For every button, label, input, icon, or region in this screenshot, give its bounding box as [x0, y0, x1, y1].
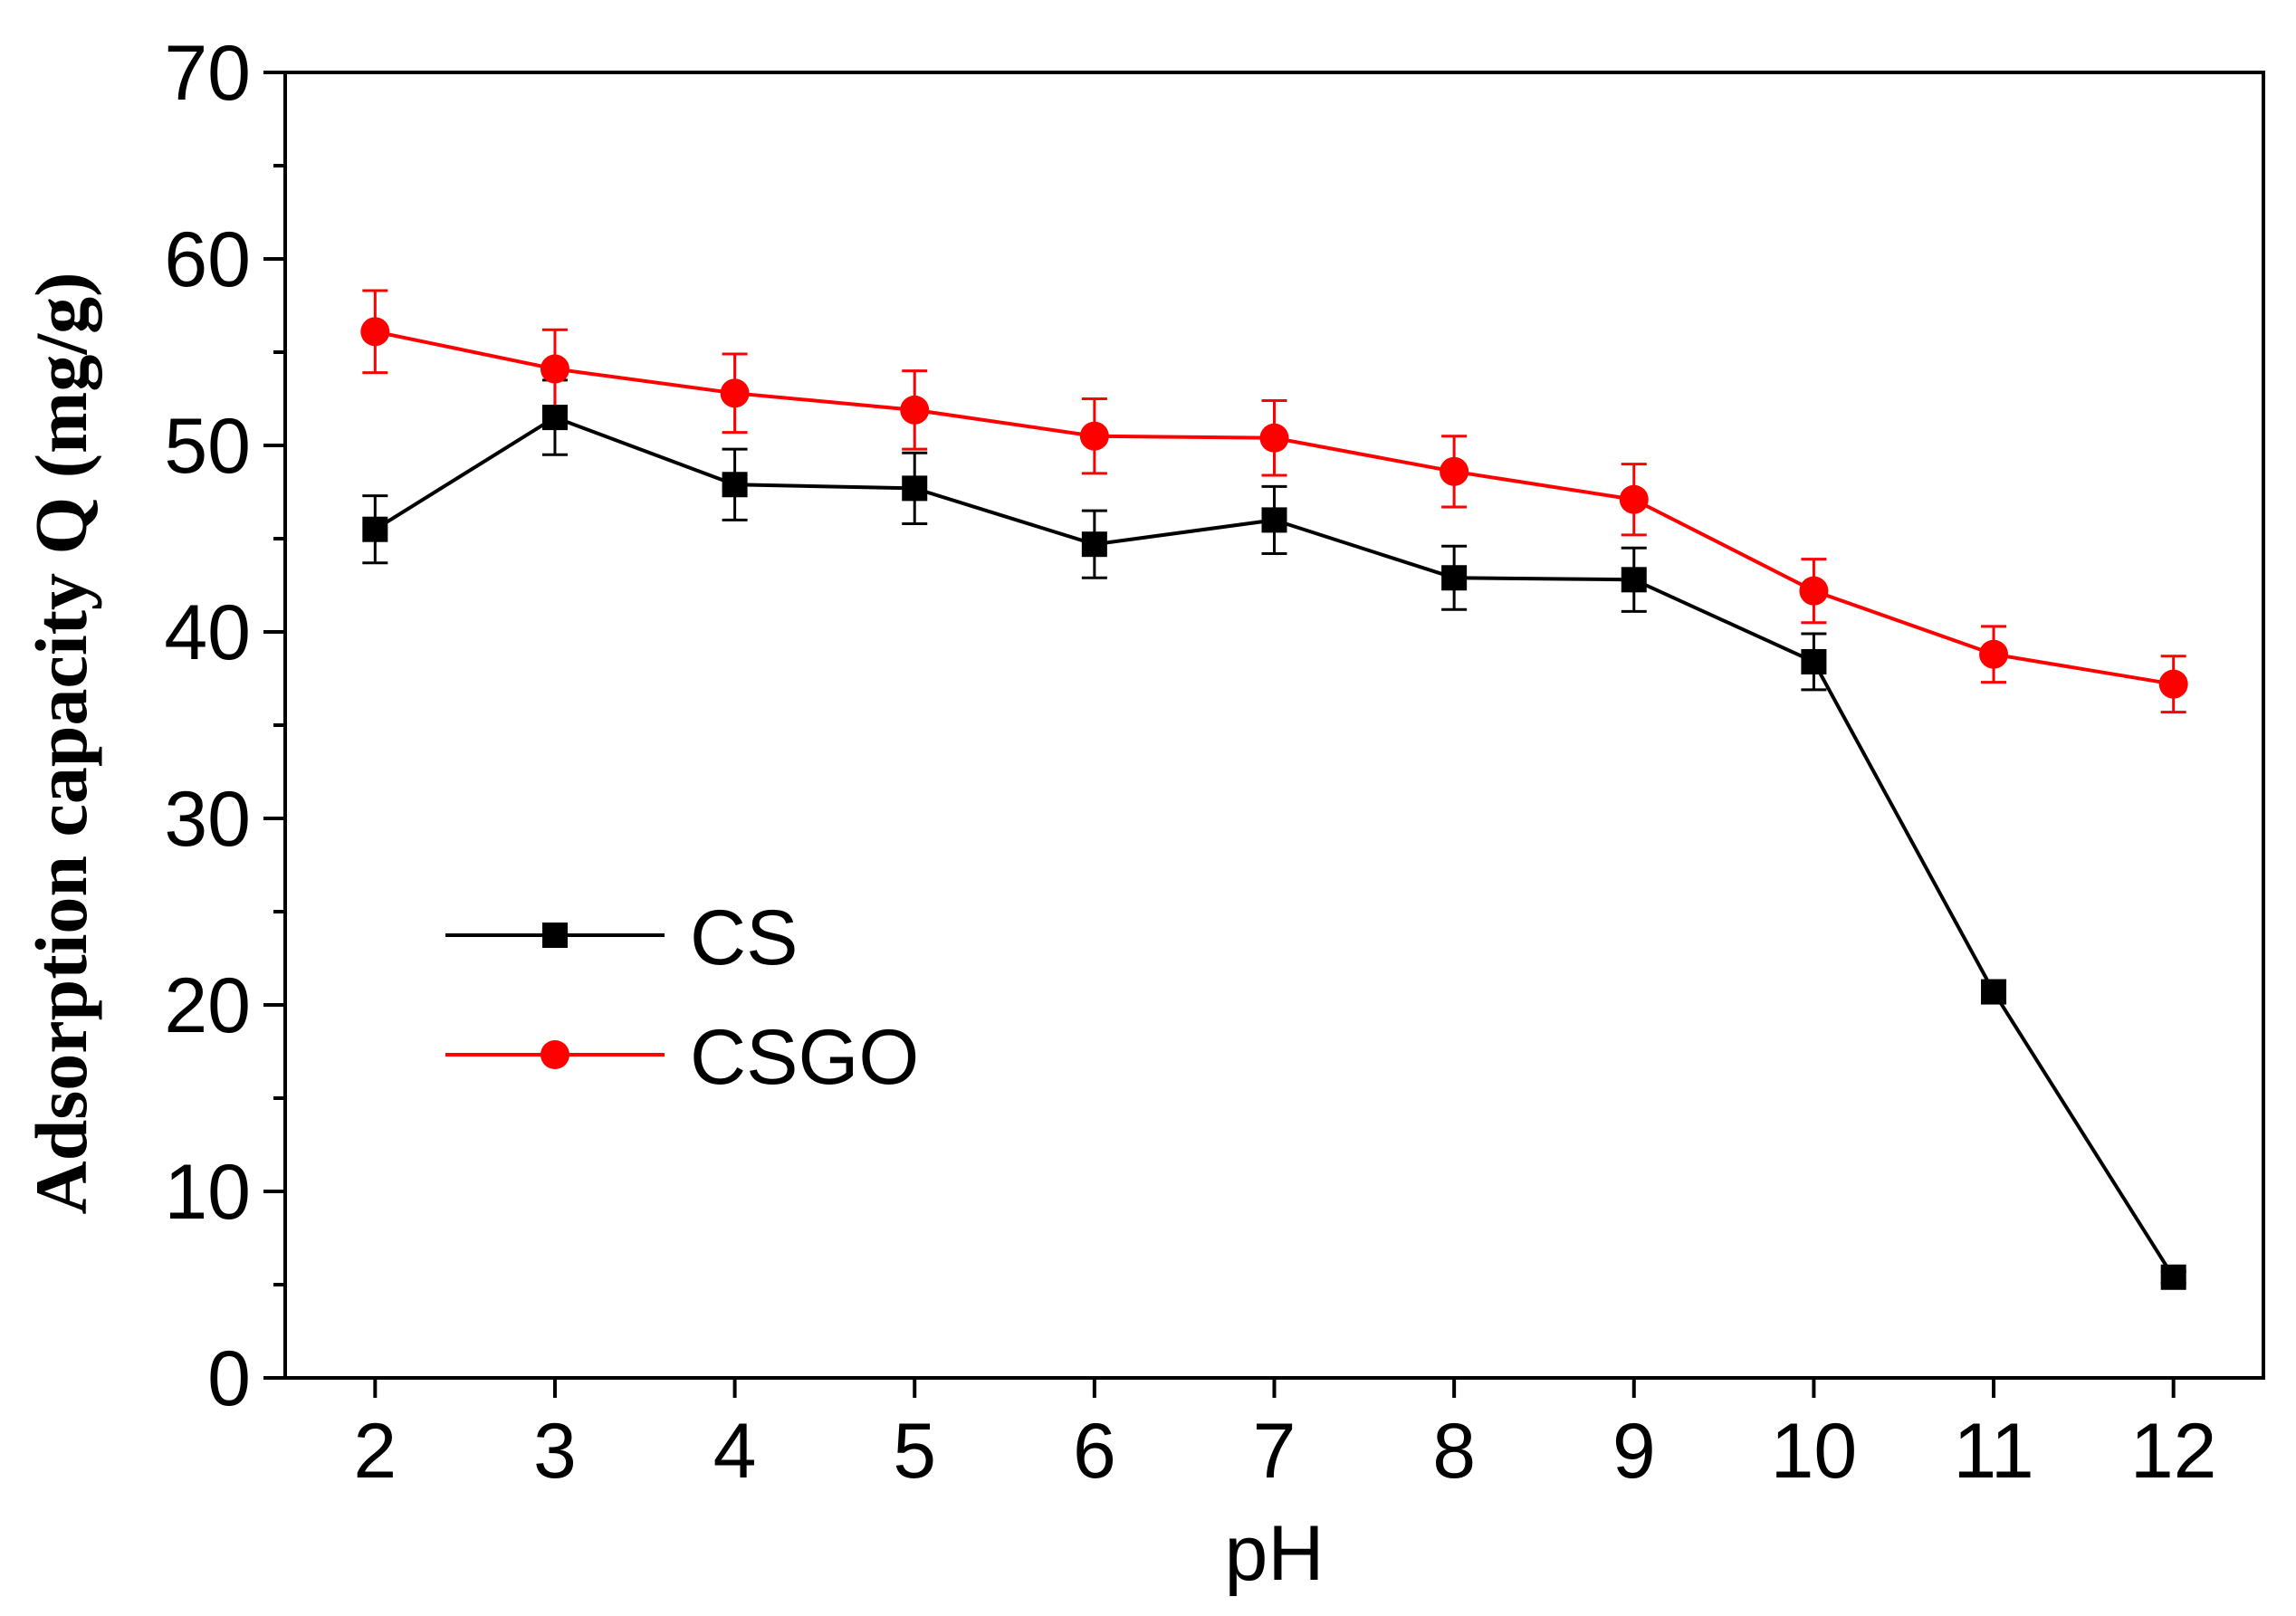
cs-data-point — [541, 405, 568, 431]
cs-data-point — [1621, 567, 1647, 593]
x-axis-title: pH — [1225, 1510, 1325, 1597]
csgo-data-point — [1619, 484, 1649, 514]
csgo-data-point — [540, 354, 569, 384]
legend-marker — [542, 923, 568, 948]
legend-label: CSGO — [690, 1014, 919, 1101]
csgo-data-point — [900, 395, 930, 425]
cs-data-point — [1441, 565, 1468, 591]
csgo-data-point — [1979, 639, 2009, 669]
csgo-data-point — [1799, 576, 1829, 606]
legend-item-csgo: CSGO — [445, 1014, 919, 1101]
y-tick-label: 10 — [164, 1149, 251, 1236]
ticks-layer — [263, 71, 2176, 1398]
cs-data-point — [722, 472, 748, 498]
legend-marker — [541, 1040, 569, 1069]
y-tick-label: 20 — [164, 962, 251, 1049]
csgo-data-point — [1079, 421, 1109, 451]
x-tick-label: 5 — [893, 1408, 936, 1495]
csgo-data-point — [1440, 456, 1469, 486]
x-tick-label: 2 — [353, 1408, 397, 1495]
csgo-data-point — [720, 378, 750, 408]
csgo-data-point — [360, 317, 390, 347]
x-tick-label: 10 — [1771, 1408, 1858, 1495]
markers-layer — [360, 317, 2188, 1290]
x-tick-label: 3 — [533, 1408, 577, 1495]
cs-data-point — [1261, 507, 1287, 533]
y-tick-label: 30 — [164, 776, 251, 863]
cs-data-point — [1981, 979, 2007, 1005]
legend-label: CS — [690, 894, 798, 981]
x-tick-label: 9 — [1612, 1408, 1656, 1495]
x-tick-label: 4 — [713, 1408, 757, 1495]
y-tick-label: 50 — [164, 403, 251, 490]
y-tick-label: 0 — [207, 1335, 251, 1422]
x-tick-label: 11 — [1953, 1408, 2033, 1495]
cs-data-point — [2160, 1264, 2186, 1290]
csgo-data-point — [2158, 669, 2188, 699]
y-axis-title: Adsorption capacity Q (mg/g) — [20, 273, 102, 1215]
cs-data-point — [362, 516, 388, 542]
x-tick-label: 7 — [1253, 1408, 1296, 1495]
cs-data-point — [1801, 648, 1827, 674]
y-tick-label: 60 — [164, 216, 251, 303]
y-tick-label: 40 — [164, 589, 251, 676]
x-tick-label: 6 — [1073, 1408, 1116, 1495]
cs-data-point — [1081, 531, 1107, 558]
legend: CS CSGO — [445, 894, 919, 1101]
csgo-data-point — [1259, 423, 1289, 453]
tick-labels-layer: 2 3 4 5 6 7 8 9 10 11 12 0 10 20 30 40 50 60 70 — [164, 30, 2216, 1495]
cs-data-point — [902, 475, 928, 502]
x-tick-label: 12 — [2130, 1408, 2217, 1495]
legend-item-cs: CS — [445, 894, 798, 981]
y-tick-label: 70 — [164, 30, 251, 117]
x-tick-label: 8 — [1432, 1408, 1476, 1495]
